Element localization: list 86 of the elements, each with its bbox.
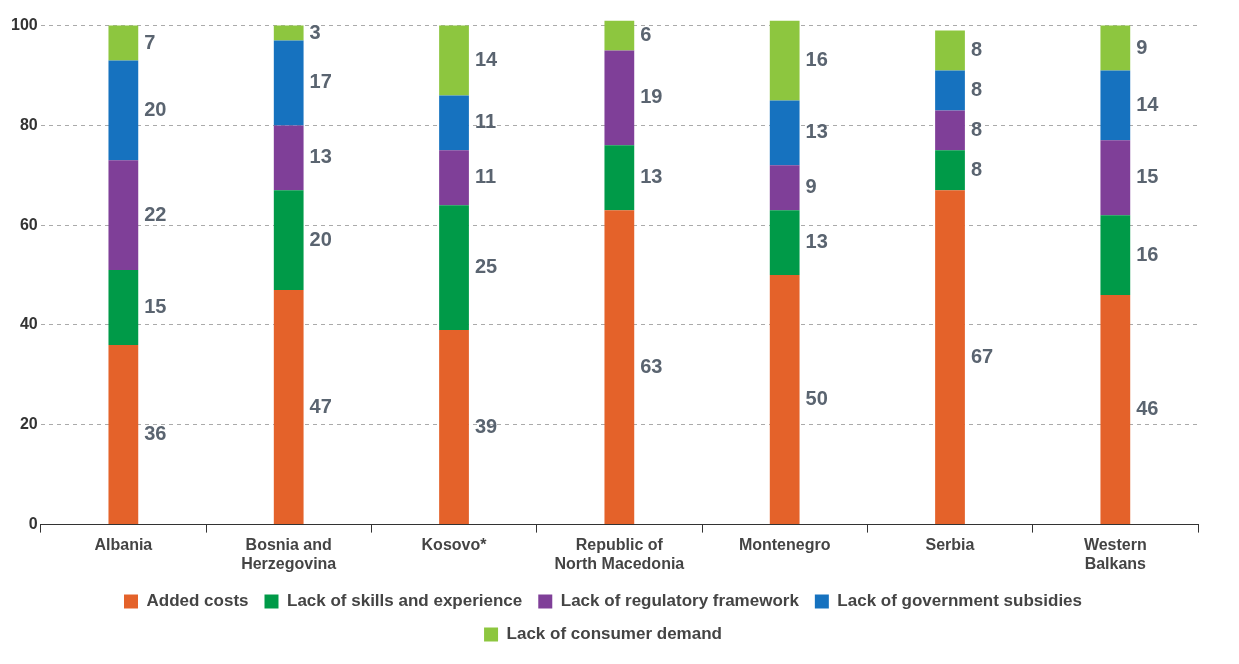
data-label: 13: [805, 230, 828, 253]
data-label: 25: [474, 255, 498, 278]
data-label: 13: [309, 145, 332, 168]
bar: [769, 275, 800, 525]
data-label: 11: [474, 110, 497, 133]
legend-label: Lack of government subsidies: [837, 591, 1083, 611]
legend-label: Lack of skills and experience: [287, 591, 523, 611]
data-label: 14: [1136, 92, 1160, 115]
data-label: 46: [1136, 397, 1159, 420]
data-label: 22: [144, 202, 167, 225]
bar: [1100, 25, 1131, 71]
data-label: 8: [970, 77, 983, 100]
data-label: 13: [640, 165, 663, 188]
bar: [1100, 140, 1131, 216]
x-tick-label: Republic of North Macedonia: [554, 535, 685, 572]
data-label: 3: [309, 20, 321, 43]
bar: [273, 40, 304, 126]
bar: [439, 205, 469, 330]
x-tick-label: Montenegro: [738, 535, 831, 553]
bar: [935, 70, 965, 111]
bar: [769, 210, 800, 276]
x-tick-label: Kosovo*: [421, 535, 488, 553]
data-label: 8: [970, 157, 983, 180]
bar: [108, 160, 139, 271]
bar: [439, 329, 469, 525]
data-label: 47: [309, 394, 332, 417]
bar: [1100, 70, 1131, 141]
bar: [439, 150, 469, 206]
y-tick-label: 20: [19, 415, 38, 433]
bar: [935, 110, 965, 151]
data-label: 8: [970, 38, 983, 61]
y-tick-label: 100: [10, 16, 38, 33]
bar: [108, 25, 139, 61]
bar: [1100, 215, 1131, 296]
x-tick-label: Bosnia and Herzegovina: [241, 535, 337, 572]
data-label: 7: [144, 30, 156, 53]
bar: [604, 210, 635, 525]
data-label: 14: [474, 48, 499, 71]
bar: [273, 190, 304, 291]
data-label: 67: [970, 344, 994, 367]
bar: [769, 20, 800, 101]
bar: [604, 20, 635, 51]
data-label: 63: [640, 354, 663, 377]
bar: [108, 344, 139, 525]
bar: [604, 145, 635, 211]
bar: [935, 150, 965, 191]
x-tick-label: Albania: [94, 535, 153, 553]
data-label: 9: [805, 175, 817, 198]
bar: [108, 270, 139, 345]
data-label: 20: [144, 97, 167, 120]
bar: [1100, 295, 1131, 525]
x-tick-label: Western Balkans: [1083, 535, 1147, 572]
data-label: 15: [1136, 165, 1159, 188]
x-tick-label: Serbia: [925, 535, 975, 553]
bar: [604, 50, 635, 146]
bar: [769, 100, 800, 166]
y-tick-label: 0: [28, 515, 38, 533]
y-tick-label: 60: [19, 215, 38, 233]
data-label: 15: [144, 295, 167, 318]
data-label: 50: [805, 387, 828, 410]
data-label: 17: [309, 70, 332, 93]
data-label: 16: [805, 48, 828, 71]
data-label: 19: [640, 85, 663, 108]
bar: [108, 60, 139, 161]
y-tick-label: 40: [19, 315, 38, 333]
bar: [935, 190, 965, 525]
data-label: 6: [640, 23, 652, 46]
y-tick-label: 80: [19, 115, 38, 133]
data-label: 11: [474, 165, 497, 188]
bar: [439, 25, 469, 96]
bar: [439, 95, 469, 151]
data-label: 16: [1136, 242, 1159, 265]
bar: [273, 25, 304, 41]
bar: [769, 165, 800, 211]
legend-label: Lack of consumer demand: [506, 624, 722, 644]
legend-label: Lack of regulatory framework: [560, 591, 800, 611]
bar: [273, 290, 304, 525]
legend-label: Added costs: [146, 591, 249, 611]
bar: [935, 30, 965, 71]
bar: [273, 125, 304, 191]
data-label: 8: [970, 117, 983, 140]
data-label: 39: [474, 414, 498, 437]
data-label: 9: [1136, 35, 1148, 58]
data-label: 36: [144, 422, 167, 445]
data-label: 13: [805, 120, 828, 143]
data-label: 20: [309, 227, 332, 250]
